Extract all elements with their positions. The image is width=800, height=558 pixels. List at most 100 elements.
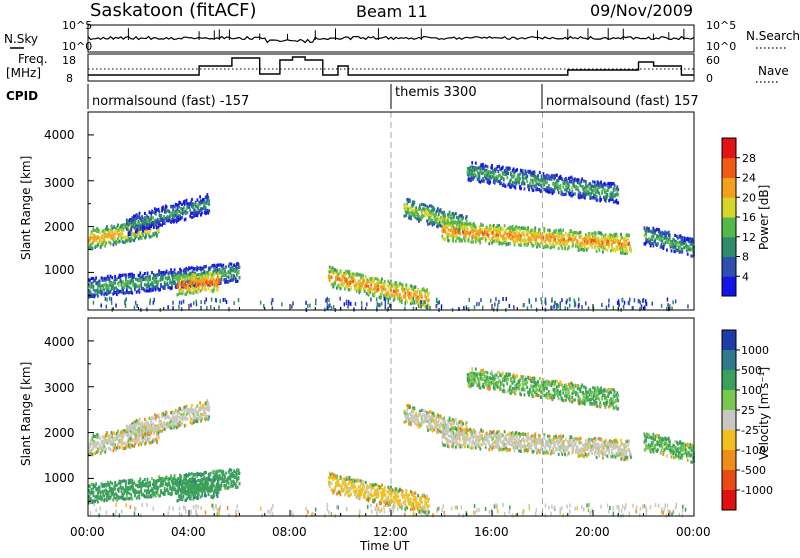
echo-cell [597,199,599,202]
date-label: 09/Nov/2009 [590,1,693,20]
echo-cell [555,243,557,246]
echo-cell [519,177,521,180]
ground-cell [474,305,476,309]
echo-cell [131,292,133,295]
ground-cell [260,301,262,305]
echo-cell [387,280,389,283]
echo-cell [599,239,601,242]
echo-cell [190,288,192,291]
ground-cell [101,304,103,308]
ground-cell [228,307,230,311]
ground-cell [111,301,113,305]
ground-cell [553,305,555,309]
echo-cell [190,272,192,275]
echo-cell [133,276,135,279]
ground-cell [513,305,515,309]
echo-cell [177,212,179,215]
echo-cell [653,244,655,247]
echo-cell [334,268,336,271]
echo-cell [121,274,123,277]
echo-cell [145,219,147,222]
echo-cell [191,198,193,201]
echo-cell [148,216,150,219]
echo-cell [529,170,531,173]
echo-cell [238,263,240,266]
echo-cell [449,211,451,214]
colorbar-tick-label: 16 [742,211,756,224]
echo-cell [533,244,535,247]
echo-cell [164,222,166,225]
echo-cell [514,174,516,177]
echo-cell [153,273,155,276]
echo-cell [188,412,190,415]
echo-cell [158,431,160,434]
ground-cell [172,301,174,305]
echo-cell [531,238,533,241]
echo-cell [615,193,617,196]
echo-cell [105,241,107,244]
echo-cell [107,434,109,437]
echo-cell [563,234,565,237]
echo-cell [368,292,370,295]
echo-cell [404,215,406,218]
echo-cell [190,291,192,294]
echo-cell [98,236,100,239]
echo-cell [522,172,524,175]
echo-cell [144,212,146,215]
echo-cell [524,233,526,236]
echo-cell [349,288,351,291]
ground-cell [111,297,113,301]
ground-cell [178,305,180,309]
echo-cell [198,287,200,290]
echo-cell [501,242,503,245]
echo-cell [564,247,566,250]
ground-cell [608,299,610,303]
colorbar-swatch [722,197,736,217]
echo-cell [92,295,94,298]
echo-cell [158,225,160,228]
echo-cell [172,205,174,208]
echo-cell [157,280,159,283]
freq-label-line2: [MHz] [6,66,41,80]
echo-cell [530,178,532,181]
echo-cell [332,266,334,269]
echo-cell [106,225,108,228]
echo-cell [566,179,568,182]
echo-cell [119,446,121,449]
ground-cell [529,298,531,302]
echo-cell [120,234,122,237]
echo-cell [123,273,125,276]
echo-cell [617,188,619,191]
echo-cell [358,280,360,283]
echo-cell [132,279,134,282]
echo-cell [158,229,160,232]
echo-cell [112,227,114,230]
ground-cell [179,301,181,305]
echo-cell [451,220,453,223]
echo-cell [516,168,518,171]
echo-cell [356,282,358,285]
echo-cell [229,262,231,265]
echo-cell [382,289,384,292]
noise-sky-series [88,37,694,43]
echo-cell [201,211,203,214]
echo-cell [127,228,129,231]
power-ytick-1000: 1000 [44,263,75,277]
ground-cell [381,302,383,306]
echo-cell [666,249,668,252]
echo-cell [600,181,602,184]
echo-cell [352,280,354,283]
echo-cell [549,229,551,232]
echo-cell [182,415,184,418]
echo-cell [463,225,465,228]
echo-cell [211,281,213,284]
echo-cell [141,443,143,446]
echo-cell [141,216,143,219]
echo-cell [366,292,368,295]
echo-cell [681,251,683,254]
echo-cell [126,445,128,448]
echo-cell [681,248,683,251]
echo-cell [558,191,560,194]
echo-cell [178,205,180,208]
echo-cell [419,206,421,209]
